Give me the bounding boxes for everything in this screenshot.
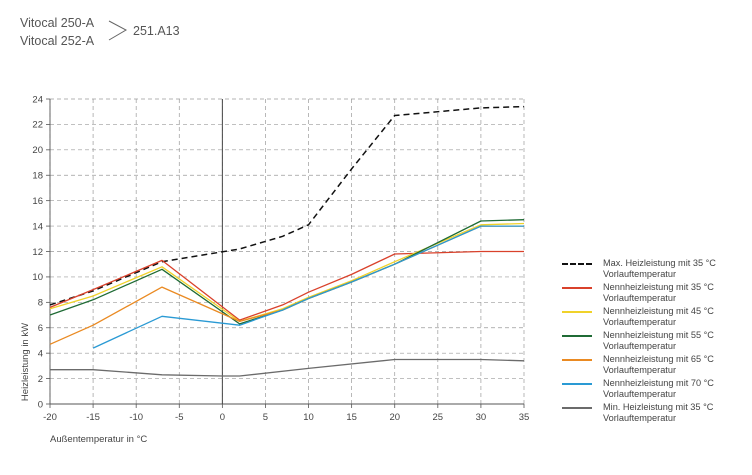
legend-item: Nennheizleistung mit 45 °C Vorlauftempera… <box>562 306 747 330</box>
y-tick-label: 18 <box>32 171 43 182</box>
legend-item: Nennheizleistung mit 55 °C Vorlauftempera… <box>562 330 747 354</box>
x-tick-label: 35 <box>519 412 530 423</box>
legend-swatch <box>562 263 592 265</box>
y-tick-label: 8 <box>38 298 43 309</box>
legend-label-line2: Vorlauftemperatur <box>603 365 677 375</box>
x-tick-label: 5 <box>263 412 268 423</box>
model-name-1: Vitocal 250-A <box>20 16 95 30</box>
x-tick-label: -10 <box>129 412 143 423</box>
y-tick-label: 24 <box>32 94 43 105</box>
legend-label-line1: Nennheizleistung mit 35 °C <box>603 282 714 292</box>
chart-grid <box>49 98 525 405</box>
bracket-arrow-icon <box>108 20 128 41</box>
legend-label: Max. Heizleistung mit 35 °C Vorlauftemper… <box>603 258 743 280</box>
series-line-5 <box>92 225 524 349</box>
legend-label-line2: Vorlauftemperatur <box>603 269 677 279</box>
series-line-4 <box>49 225 524 345</box>
legend-label-line2: Vorlauftemperatur <box>603 317 677 327</box>
legend-label-line1: Nennheizleistung mit 70 °C <box>603 378 714 388</box>
y-tick-label: 6 <box>38 323 43 334</box>
legend-item: Nennheizleistung mit 70 °C Vorlauftempera… <box>562 378 747 402</box>
y-tick-label: 22 <box>32 120 43 131</box>
x-tick-label: -20 <box>43 412 57 423</box>
legend-label-line1: Nennheizleistung mit 55 °C <box>603 330 714 340</box>
x-tick-label: 15 <box>346 412 357 423</box>
legend-label-line1: Max. Heizleistung mit 35 °C <box>603 258 716 268</box>
legend-swatch <box>562 383 592 385</box>
legend-item: Nennheizleistung mit 35 °C Vorlauftempera… <box>562 282 747 306</box>
y-tick-label: 10 <box>32 272 43 283</box>
series-line-1 <box>49 250 524 321</box>
legend-swatch <box>562 287 592 289</box>
legend-item: Max. Heizleistung mit 35 °C Vorlauftemper… <box>562 258 747 282</box>
legend-swatch <box>562 407 592 409</box>
legend-swatch <box>562 335 592 337</box>
x-tick-label: 25 <box>433 412 444 423</box>
x-axis-label: Außentemperatur in °C <box>50 434 147 445</box>
legend-label-line2: Vorlauftemperatur <box>603 341 677 351</box>
legend-label: Min. Heizleistung mit 35 °C Vorlauftemper… <box>603 402 743 424</box>
model-code: 251.A13 <box>133 24 180 38</box>
y-tick-label: 4 <box>38 348 43 359</box>
legend-label: Nennheizleistung mit 35 °C Vorlauftempera… <box>603 282 743 304</box>
legend-item: Nennheizleistung mit 65 °C Vorlauftempera… <box>562 354 747 378</box>
series-line-0 <box>49 105 525 306</box>
legend-label: Nennheizleistung mit 70 °C Vorlauftempera… <box>603 378 743 400</box>
legend-label: Nennheizleistung mit 65 °C Vorlauftempera… <box>603 354 743 376</box>
model-header: Vitocal 250-A Vitocal 252-A 251.A13 <box>20 10 260 54</box>
legend-label-line2: Vorlauftemperatur <box>603 389 677 399</box>
x-tick-label: 20 <box>389 412 400 423</box>
y-axis-label: Heizleistung in kW <box>20 323 31 401</box>
legend-label: Nennheizleistung mit 45 °C Vorlauftempera… <box>603 306 743 328</box>
legend-label-line1: Nennheizleistung mit 45 °C <box>603 306 714 316</box>
chart-series <box>49 105 525 377</box>
x-tick-label: -15 <box>86 412 100 423</box>
legend-label-line2: Vorlauftemperatur <box>603 293 677 303</box>
series-line-6 <box>50 358 525 377</box>
legend-label: Nennheizleistung mit 55 °C Vorlauftempera… <box>603 330 743 352</box>
chart-legend: Max. Heizleistung mit 35 °C Vorlauftemper… <box>562 258 747 426</box>
model-name-2: Vitocal 252-A <box>20 34 95 48</box>
x-tick-label: -5 <box>175 412 183 423</box>
legend-swatch <box>562 359 592 361</box>
x-tick-label: 10 <box>303 412 314 423</box>
legend-label-line2: Vorlauftemperatur <box>603 413 677 423</box>
x-tick-label: 0 <box>220 412 225 423</box>
y-tick-label: 0 <box>38 399 43 410</box>
y-tick-label: 12 <box>32 247 43 258</box>
x-tick-label: 30 <box>476 412 487 423</box>
legend-label-line1: Nennheizleistung mit 65 °C <box>603 354 714 364</box>
legend-label-line1: Min. Heizleistung mit 35 °C <box>603 402 714 412</box>
legend-item: Min. Heizleistung mit 35 °C Vorlauftemper… <box>562 402 747 426</box>
y-tick-label: 20 <box>32 145 43 156</box>
y-tick-label: 16 <box>32 196 43 207</box>
y-tick-label: 2 <box>38 374 43 385</box>
y-tick-label: 14 <box>32 221 43 232</box>
legend-swatch <box>562 311 592 313</box>
